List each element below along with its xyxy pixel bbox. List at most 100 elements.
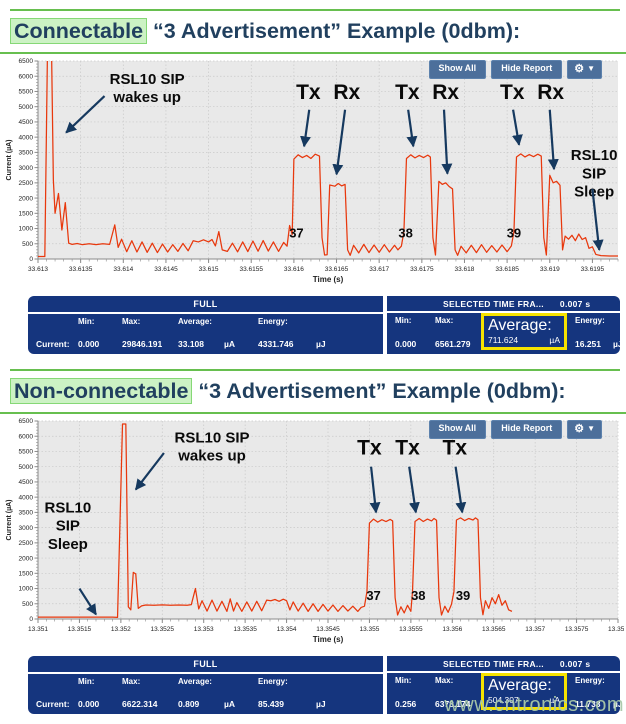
svg-text:33.6135: 33.6135	[69, 266, 93, 273]
svg-text:33.619: 33.619	[540, 266, 560, 273]
chevron-down-icon: ▼	[587, 63, 595, 73]
svg-text:2000: 2000	[19, 555, 34, 562]
stats-panel: FULL Current: Min: 0.000 Max: 6622.314 Ave…	[28, 656, 626, 714]
svg-text:6500: 6500	[19, 58, 34, 65]
svg-text:4000: 4000	[19, 494, 34, 501]
svg-text:3000: 3000	[19, 165, 34, 172]
non-connectable-section: Non-connectable “3 Advertisement” Example…	[0, 369, 626, 714]
divider	[387, 671, 626, 673]
svg-text:38: 38	[398, 226, 412, 241]
svg-text:33.618: 33.618	[455, 266, 475, 273]
stat-max: Max: 6561.279	[435, 316, 471, 349]
svg-text:33.616: 33.616	[284, 266, 304, 273]
stats-full-header: FULL	[193, 659, 218, 669]
stats-vertical-divider	[383, 656, 387, 714]
svg-text:RSL10 SIP: RSL10 SIP	[110, 71, 185, 88]
stat-max: Max: 29846.191	[122, 317, 163, 349]
svg-text:1000: 1000	[19, 226, 34, 233]
stats-full-section: FULL Current: Min: 0.000 Max: 6622.314 Ave…	[28, 656, 383, 714]
chart-toolbar: Show All Hide Report ⚙ ▼	[428, 420, 602, 440]
hide-report-button[interactable]: Hide Report	[491, 60, 563, 80]
svg-text:13.356: 13.356	[442, 626, 462, 633]
svg-text:SIP: SIP	[582, 165, 606, 182]
stats-full-body: Current: Min: 0.000 Max: 6622.314 Average:…	[28, 674, 383, 714]
svg-text:6000: 6000	[19, 73, 34, 80]
stats-full-section: FULL Current: Min: 0.000 Max: 29846.191 Av…	[28, 296, 383, 354]
stats-full-body: Current: Min: 0.000 Max: 29846.191 Average…	[28, 314, 383, 354]
stat-unit-energy: µJ	[316, 699, 326, 709]
svg-text:Rx: Rx	[432, 81, 459, 104]
svg-text:33.6145: 33.6145	[154, 266, 178, 273]
stat-average: Average: 0.809	[178, 677, 212, 709]
svg-text:0: 0	[29, 256, 33, 263]
stats-row-label: Current:	[36, 339, 70, 349]
svg-text:5500: 5500	[19, 449, 34, 456]
stat-min: Min: 0.256	[395, 676, 417, 709]
svg-text:2000: 2000	[19, 195, 34, 202]
gear-icon: ⚙	[574, 63, 585, 75]
svg-text:3000: 3000	[19, 525, 34, 532]
svg-text:39: 39	[507, 226, 521, 241]
svg-text:13.3545: 13.3545	[316, 626, 340, 633]
selected-duration: 0.007 s	[559, 298, 591, 309]
stats-selected-header: SELECTED TIME FRA... 0.007 s	[443, 298, 591, 309]
svg-text:3500: 3500	[19, 150, 34, 157]
divider	[28, 672, 383, 674]
hide-report-button[interactable]: Hide Report	[491, 420, 563, 440]
svg-text:1500: 1500	[19, 571, 34, 578]
svg-text:33.6165: 33.6165	[325, 266, 349, 273]
connectable-chart-svg: 33.613 33.6135 33.614 33.6145 33.615 33.6155 3…	[6, 58, 619, 284]
svg-text:33.6195: 33.6195	[581, 266, 605, 273]
stat-max: Max: 6622.314	[122, 677, 158, 709]
show-all-button[interactable]: Show All	[428, 420, 487, 440]
settings-menu-button[interactable]: ⚙ ▼	[567, 60, 602, 80]
connectable-section: Connectable “3 Advertisement” Example (0d…	[0, 9, 626, 354]
chevron-down-icon: ▼	[587, 423, 595, 433]
title-rest: “3 Advertisement” Example (0dbm):	[153, 19, 521, 43]
stat-energy: Energy: 16.251	[575, 316, 605, 349]
svg-text:Rx: Rx	[537, 81, 564, 104]
svg-text:Time (s): Time (s)	[313, 275, 344, 284]
svg-text:33.6175: 33.6175	[410, 266, 434, 273]
svg-text:5000: 5000	[19, 464, 34, 471]
svg-text:13.3515: 13.3515	[68, 626, 92, 633]
svg-text:13.3535: 13.3535	[233, 626, 257, 633]
average-highlight-box: Average: 711.624 µA	[481, 313, 567, 350]
svg-text:Current (µA): Current (µA)	[6, 140, 13, 181]
svg-text:Tx: Tx	[443, 437, 468, 460]
settings-menu-button[interactable]: ⚙ ▼	[567, 420, 602, 440]
svg-text:RSL10: RSL10	[571, 147, 618, 164]
stat-unit-current: µA	[224, 339, 236, 349]
svg-text:Sleep: Sleep	[48, 536, 88, 553]
stats-full-header: FULL	[193, 299, 218, 309]
trace	[38, 423, 513, 618]
svg-text:33.6185: 33.6185	[495, 266, 519, 273]
gear-icon: ⚙	[574, 423, 585, 435]
axes	[34, 60, 619, 263]
stat-average: Average: 33.108	[178, 317, 212, 349]
title-rest: “3 Advertisement” Example (0dbm):	[198, 379, 566, 403]
svg-text:37: 37	[366, 588, 380, 603]
svg-text:13.3555: 13.3555	[399, 626, 423, 633]
svg-text:Current (µA): Current (µA)	[6, 500, 13, 541]
show-all-button[interactable]: Show All	[428, 60, 487, 80]
svg-text:13.352: 13.352	[111, 626, 131, 633]
svg-text:38: 38	[411, 588, 425, 603]
svg-text:33.617: 33.617	[369, 266, 389, 273]
green-rule	[10, 369, 620, 371]
svg-text:13.354: 13.354	[277, 626, 297, 633]
stats-selected-body: Min: 0.000 Max: 6561.279 Average: 711.624 µ…	[387, 313, 626, 354]
svg-text:4500: 4500	[19, 119, 34, 126]
svg-text:4500: 4500	[19, 479, 34, 486]
stats-panel: FULL Current: Min: 0.000 Max: 29846.191 Av…	[28, 296, 626, 354]
svg-text:13.3525: 13.3525	[151, 626, 175, 633]
svg-text:0: 0	[29, 616, 33, 623]
stats-vertical-divider	[383, 296, 387, 354]
axis-labels: 33.613 33.6135 33.614 33.6145 33.615 33.6155 3…	[6, 58, 605, 284]
svg-text:500: 500	[22, 601, 33, 608]
trace	[38, 61, 618, 258]
svg-text:Tx: Tx	[395, 437, 420, 460]
